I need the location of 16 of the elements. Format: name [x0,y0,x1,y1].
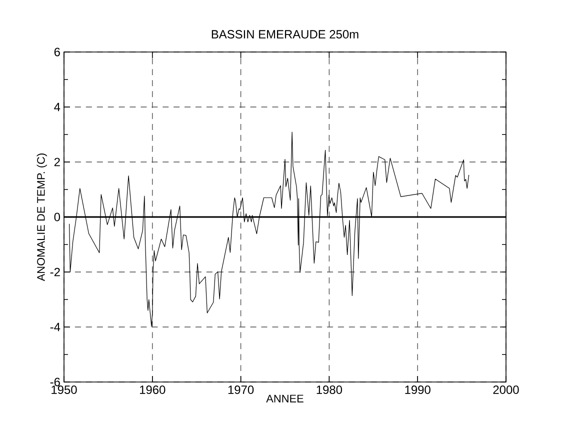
x-tick-label: 1960 [140,386,166,394]
y-tick-label: -6 [50,378,60,386]
y-tick-label: 6 [54,48,60,56]
y-tick-label: 2 [54,158,60,166]
chart-title: BASSIN EMERAUDE 250m [212,30,358,39]
y-tick-label: -4 [50,322,60,332]
y-axis-title: ANOMALIE DE TEMP. (C) [36,154,47,282]
y-tick-label: -2 [50,268,60,276]
x-axis-title: ANNEE [266,394,304,402]
x-tick-label: 1950 [52,386,77,394]
x-tick-label: 2000 [493,386,519,394]
y-tick-label: 0 [54,212,60,222]
x-tick-label: 1990 [405,386,430,394]
x-tick-label: 1980 [316,386,342,394]
x-tick-label: 1970 [228,386,254,394]
y-tick-label: 4 [54,102,60,112]
